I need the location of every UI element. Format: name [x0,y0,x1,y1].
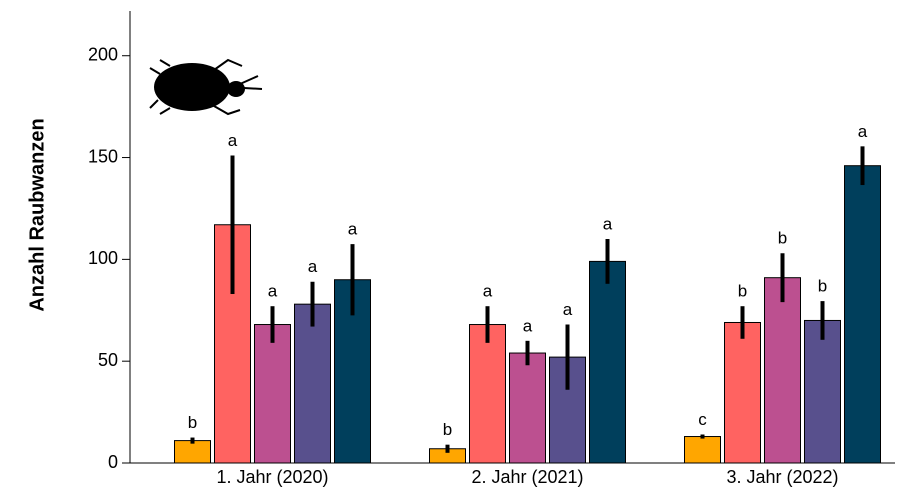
significance-letter: b [443,420,452,439]
x-tick-label: 3. Jahr (2022) [726,467,838,487]
x-tick-label: 2. Jahr (2021) [471,467,583,487]
y-tick-label: 150 [88,146,118,166]
bar [804,319,841,464]
significance-letter: a [858,122,868,141]
y-axis-label: Anzahl Raubwanzen [26,118,48,311]
beetle-icon [149,58,263,116]
bar [844,165,881,464]
significance-letter: b [738,282,747,301]
bar [174,440,211,464]
significance-letter: a [308,257,318,276]
bar [294,303,331,464]
bar [469,324,506,464]
significance-letter: a [563,300,573,319]
y-tick-label: 100 [88,248,118,268]
bar [764,277,801,464]
significance-letter: b [778,229,787,248]
significance-letter: b [188,413,197,432]
bar [589,260,626,464]
significance-letter: b [818,277,827,296]
y-tick-label: 200 [88,44,118,64]
significance-letter: a [523,316,533,335]
significance-letter: a [603,214,613,233]
significance-letter: a [483,282,493,301]
y-tick-label: 50 [98,350,118,370]
significance-letter: c [698,410,707,429]
significance-letter: a [228,131,238,150]
bar [254,324,291,464]
y-tick-label: 0 [108,452,118,472]
significance-letter: a [348,220,358,239]
bar [684,436,721,464]
significance-letter: a [268,282,278,301]
x-tick-label: 1. Jahr (2020) [216,467,328,487]
bar [724,321,761,464]
bar [509,352,546,464]
